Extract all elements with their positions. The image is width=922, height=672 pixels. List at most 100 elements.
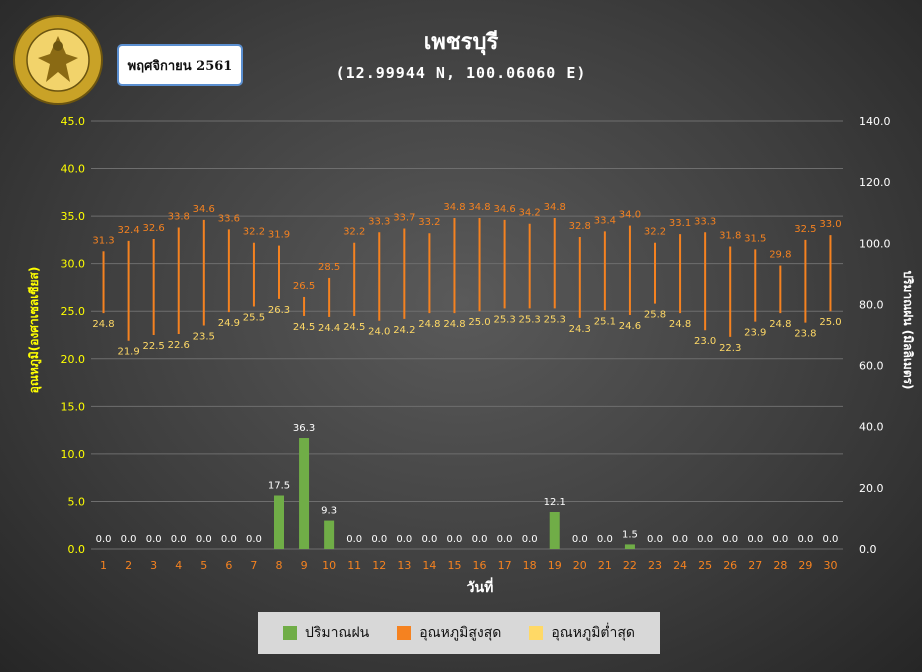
y2-tick-label: 0.0: [859, 543, 877, 556]
y2-tick-label: 80.0: [859, 298, 884, 311]
tmin-value-label: 23.8: [794, 329, 816, 340]
tmin-value-label: 22.5: [143, 341, 165, 352]
y-tick-label: 45.0: [61, 115, 86, 128]
legend-label-tmin: อุณหภูมิต่ำสุด: [551, 625, 636, 641]
rain-bar: [274, 495, 284, 549]
tmin-value-label: 24.2: [393, 325, 415, 336]
tmax-value-label: 33.4: [594, 215, 616, 226]
tmin-value-label: 25.0: [819, 317, 841, 328]
tmin-value-label: 24.8: [669, 319, 691, 330]
x-tick-label: 25: [698, 559, 712, 572]
y-tick-label: 15.0: [61, 400, 86, 413]
rain-value-label: 0.0: [421, 534, 437, 545]
tmin-value-label: 24.0: [368, 327, 390, 338]
tmax-value-label: 32.5: [794, 224, 816, 235]
tmax-value-label: 34.8: [468, 202, 490, 213]
month-label: พฤศจิกายน 2561: [117, 44, 243, 86]
legend-item-tmax: อุณหภูมิสูงสุด: [397, 622, 501, 644]
x-tick-label: 23: [648, 559, 662, 572]
rain-value-label: 0.0: [823, 534, 839, 545]
tmax-value-label: 31.3: [92, 235, 114, 246]
y2-tick-label: 20.0: [859, 482, 884, 495]
rain-value-label: 0.0: [346, 534, 362, 545]
rain-bar: [324, 520, 335, 549]
tmin-value-label: 24.8: [92, 319, 114, 330]
x-tick-label: 10: [322, 559, 336, 572]
tmax-value-label: 31.5: [744, 233, 766, 244]
tmax-value-label: 32.2: [343, 227, 365, 238]
legend-item-rain: ปริมาณฝน: [282, 622, 370, 644]
x-tick-label: 17: [498, 559, 512, 572]
legend-label-rain: ปริมาณฝน: [304, 625, 370, 641]
x-tick-label: 13: [397, 559, 411, 572]
tmin-value-label: 26.3: [268, 305, 290, 316]
x-tick-label: 1: [100, 559, 107, 572]
x-tick-label: 29: [798, 559, 812, 572]
y2-tick-label: 60.0: [859, 360, 884, 373]
tmax-value-label: 34.8: [544, 202, 566, 213]
x-tick-label: 28: [773, 559, 787, 572]
y-tick-label: 30.0: [61, 258, 86, 271]
rain-value-label: 12.1: [544, 497, 566, 508]
rain-bar: [299, 438, 310, 549]
tmin-value-label: 24.9: [218, 318, 240, 329]
x-tick-label: 22: [623, 559, 637, 572]
tmax-value-label: 33.0: [819, 219, 841, 230]
y-tick-label: 20.0: [61, 353, 86, 366]
tmax-value-label: 33.2: [418, 217, 440, 228]
tmax-value-label: 32.6: [143, 223, 165, 234]
tmin-value-label: 25.1: [594, 316, 616, 327]
tmin-value-label: 24.8: [443, 319, 465, 330]
tmax-value-label: 33.1: [669, 218, 691, 229]
x-tick-label: 30: [823, 559, 837, 572]
rain-value-label: 0.0: [572, 534, 588, 545]
y2-tick-label: 140.0: [859, 115, 891, 128]
tmin-value-label: 22.6: [168, 340, 190, 351]
x-tick-label: 27: [748, 559, 762, 572]
x-tick-label: 4: [175, 559, 182, 572]
tmax-value-label: 26.5: [293, 281, 315, 292]
y-tick-label: 10.0: [61, 448, 86, 461]
x-tick-label: 12: [372, 559, 386, 572]
y-tick-label: 40.0: [61, 163, 86, 176]
tmax-value-label: 32.8: [569, 221, 591, 232]
tmin-value-label: 24.6: [619, 321, 641, 332]
tmax-value-label: 34.6: [493, 204, 515, 215]
legend-label-tmax: อุณหภูมิสูงสุด: [419, 625, 502, 641]
tmin-value-label: 23.0: [694, 336, 716, 347]
x-tick-label: 21: [598, 559, 612, 572]
rain-value-label: 0.0: [121, 534, 137, 545]
rain-value-label: 0.0: [797, 534, 813, 545]
rain-value-label: 0.0: [722, 534, 738, 545]
y-tick-label: 5.0: [68, 495, 86, 508]
legend-swatch-rain: [282, 626, 297, 640]
x-axis-title: วันที่: [467, 577, 494, 596]
tmin-value-label: 25.0: [468, 317, 490, 328]
tmax-value-label: 34.2: [519, 208, 541, 219]
legend-item-tmin: อุณหภูมิต่ำสุด: [529, 622, 635, 644]
rain-value-label: 17.5: [268, 481, 290, 492]
rain-value-label: 0.0: [221, 534, 237, 545]
rain-value-label: 0.0: [697, 534, 713, 545]
tmin-value-label: 25.3: [493, 314, 515, 325]
tmax-value-label: 33.7: [393, 212, 415, 223]
tmax-value-label: 29.8: [769, 250, 791, 261]
rain-value-label: 0.0: [597, 534, 613, 545]
rain-value-label: 0.0: [772, 534, 788, 545]
x-tick-label: 11: [347, 559, 361, 572]
tmin-value-label: 25.3: [544, 314, 566, 325]
x-tick-label: 2: [125, 559, 132, 572]
tmax-value-label: 33.3: [694, 216, 716, 227]
tmin-value-label: 24.8: [418, 319, 440, 330]
tmax-value-label: 32.4: [117, 225, 139, 236]
tmax-value-label: 31.9: [268, 230, 290, 241]
legend: ปริมาณฝน อุณหภูมิสูงสุด อุณหภูมิต่ำสุด: [258, 612, 660, 654]
tmin-value-label: 23.9: [744, 328, 766, 339]
rain-value-label: 0.0: [371, 534, 387, 545]
x-tick-label: 5: [200, 559, 207, 572]
legend-swatch-tmin: [529, 626, 544, 640]
tmax-value-label: 34.0: [619, 210, 641, 221]
tmax-value-label: 28.5: [318, 262, 340, 273]
y-tick-label: 0.0: [68, 543, 86, 556]
